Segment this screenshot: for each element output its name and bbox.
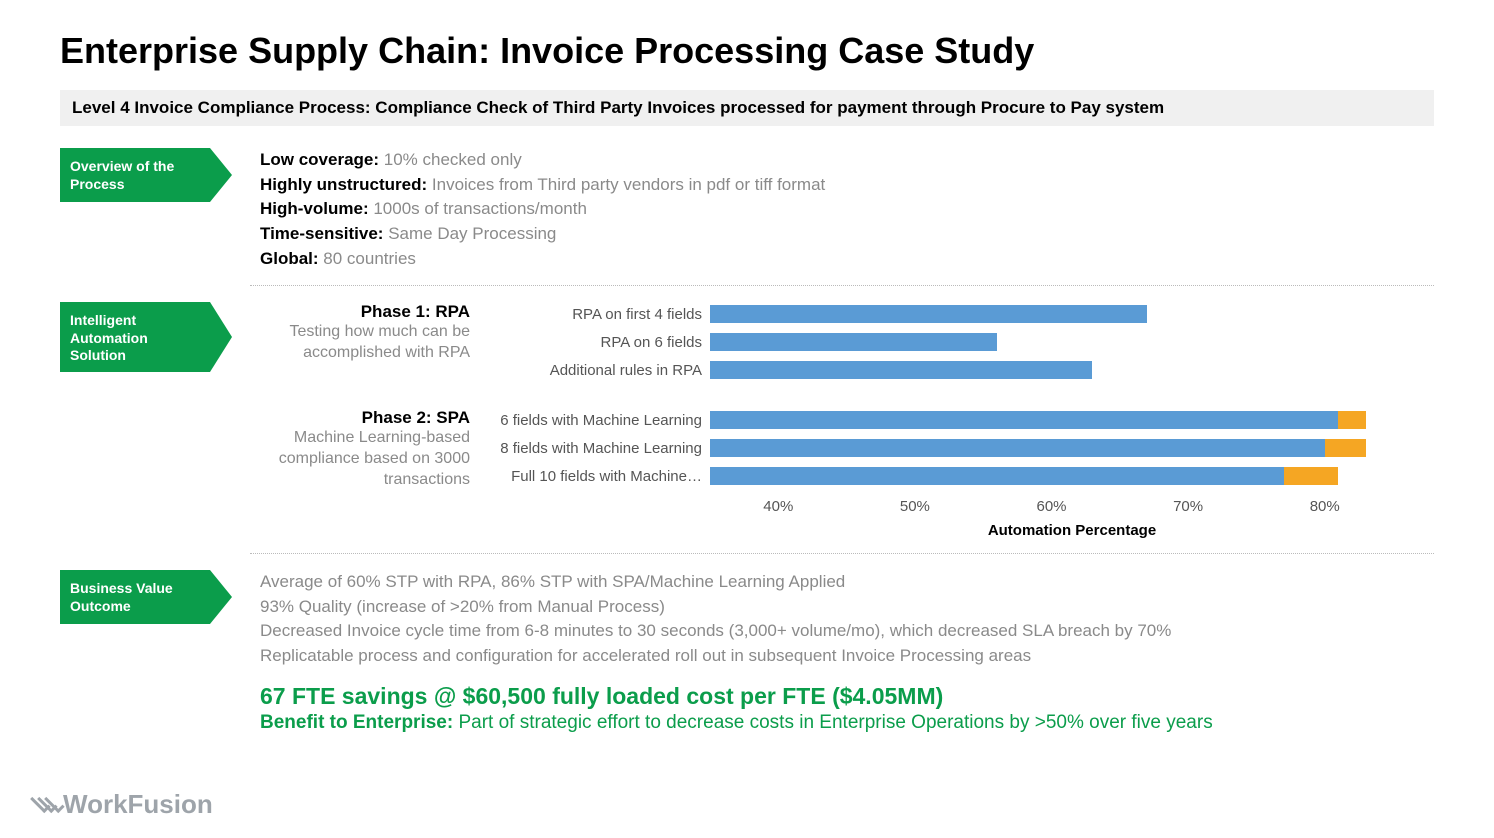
axis-tick: 70% [1173, 498, 1203, 515]
axis-title: Automation Percentage [710, 522, 1434, 539]
phase2-desc: Machine Learning-based compliance based … [260, 428, 470, 490]
chart-group2: 6 fields with Machine Learning 8 fields w… [490, 408, 1434, 492]
bar-segment-main [710, 333, 997, 351]
bar-label: 8 fields with Machine Learning [490, 440, 710, 457]
axis-tick: 80% [1310, 498, 1340, 515]
bar-segment-accent [1338, 411, 1365, 429]
bar-track [710, 361, 1434, 379]
bar-segment-main [710, 467, 1284, 485]
bar-segment-accent [1325, 439, 1366, 457]
bar-label: 6 fields with Machine Learning [490, 412, 710, 429]
benefit-line: Benefit to Enterprise: Part of strategic… [260, 712, 1434, 734]
bar-track [710, 333, 1434, 351]
logo-mark-icon [38, 795, 59, 815]
tag-solution: Intelligent Automation Solution [60, 302, 210, 372]
logo-text: WorkFusion [63, 789, 213, 820]
bar-row: Additional rules in RPA [490, 358, 1434, 382]
benefit-label: Benefit to Enterprise: [260, 712, 453, 733]
divider [250, 553, 1434, 554]
tag-overview: Overview of the Process [60, 148, 210, 202]
bullet-label: High-volume: [260, 199, 369, 218]
overview-bullet: Low coverage: 10% checked only [260, 148, 1434, 173]
savings-line: 67 FTE savings @ $60,500 fully loaded co… [260, 683, 1434, 710]
bullet-label: Highly unstructured: [260, 175, 427, 194]
phase2-title: Phase 2: SPA [260, 408, 470, 428]
solution-body: Phase 1: RPA Testing how much can be acc… [210, 302, 1434, 539]
bullet-text: 10% checked only [379, 150, 522, 169]
bullet-label: Global: [260, 249, 319, 268]
overview-bullet: Time-sensitive: Same Day Processing [260, 222, 1434, 247]
outcome-body: Average of 60% STP with RPA, 86% STP wit… [210, 570, 1434, 734]
overview-body: Low coverage: 10% checked onlyHighly uns… [210, 148, 1434, 271]
outcome-line: Decreased Invoice cycle time from 6-8 mi… [260, 619, 1434, 644]
bullet-text: Same Day Processing [383, 224, 556, 243]
bar-segment-main [710, 439, 1325, 457]
divider [250, 285, 1434, 286]
bar-segment-accent [1284, 467, 1339, 485]
overview-bullet: Highly unstructured: Invoices from Third… [260, 173, 1434, 198]
workfusion-logo: WorkFusion [38, 789, 213, 820]
bar-row: RPA on 6 fields [490, 330, 1434, 354]
bar-track [710, 305, 1434, 323]
bar-label: Additional rules in RPA [490, 362, 710, 379]
subtitle-bar: Level 4 Invoice Compliance Process: Comp… [60, 90, 1434, 126]
bar-row: 8 fields with Machine Learning [490, 436, 1434, 460]
overview-bullet: Global: 80 countries [260, 247, 1434, 272]
axis-tick: 60% [1036, 498, 1066, 515]
bar-track [710, 439, 1434, 457]
bullet-text: 80 countries [319, 249, 416, 268]
axis-tick: 40% [763, 498, 793, 515]
tag-outcome: Business Value Outcome [60, 570, 210, 624]
section-solution: Intelligent Automation Solution Phase 1:… [60, 302, 1434, 539]
bar-segment-main [710, 305, 1147, 323]
bullet-label: Time-sensitive: [260, 224, 383, 243]
section-overview: Overview of the Process Low coverage: 10… [60, 148, 1434, 271]
bar-segment-main [710, 411, 1338, 429]
phase1-title: Phase 1: RPA [260, 302, 470, 322]
chart-row-phase1: Phase 1: RPA Testing how much can be acc… [260, 302, 1434, 386]
chart-axis-row: 40% 50% 60% 70% 80% Automation Percentage [260, 492, 1434, 539]
axis-tick: 50% [900, 498, 930, 515]
axis-col: 40% 50% 60% 70% 80% Automation Percentage [490, 492, 1434, 539]
bullet-text: 1000s of transactions/month [369, 199, 587, 218]
bullet-text: Invoices from Third party vendors in pdf… [427, 175, 825, 194]
outcome-line: 93% Quality (increase of >20% from Manua… [260, 595, 1434, 620]
outcome-line: Average of 60% STP with RPA, 86% STP wit… [260, 570, 1434, 595]
bar-row: Full 10 fields with Machine… [490, 464, 1434, 488]
bar-label: RPA on first 4 fields [490, 306, 710, 323]
chart-row-phase2: Phase 2: SPA Machine Learning-based comp… [260, 408, 1434, 492]
axis-ticks: 40% 50% 60% 70% 80% [710, 498, 1434, 520]
outcome-line: Replicatable process and configuration f… [260, 644, 1434, 669]
bar-row: RPA on first 4 fields [490, 302, 1434, 326]
bullet-label: Low coverage: [260, 150, 379, 169]
bar-segment-main [710, 361, 1092, 379]
section-outcome: Business Value Outcome Average of 60% ST… [60, 570, 1434, 734]
page-title: Enterprise Supply Chain: Invoice Process… [60, 30, 1434, 72]
bar-label: Full 10 fields with Machine… [490, 468, 710, 485]
bar-track [710, 467, 1434, 485]
chart-group1: RPA on first 4 fields RPA on 6 fields Addi… [490, 302, 1434, 386]
bar-label: RPA on 6 fields [490, 334, 710, 351]
benefit-text: Part of strategic effort to decrease cos… [453, 712, 1213, 733]
phase2-col: Phase 2: SPA Machine Learning-based comp… [260, 408, 490, 492]
bar-track [710, 411, 1434, 429]
overview-bullet: High-volume: 1000s of transactions/month [260, 197, 1434, 222]
phase1-col: Phase 1: RPA Testing how much can be acc… [260, 302, 490, 386]
bar-row: 6 fields with Machine Learning [490, 408, 1434, 432]
phase1-desc: Testing how much can be accomplished wit… [260, 322, 470, 364]
